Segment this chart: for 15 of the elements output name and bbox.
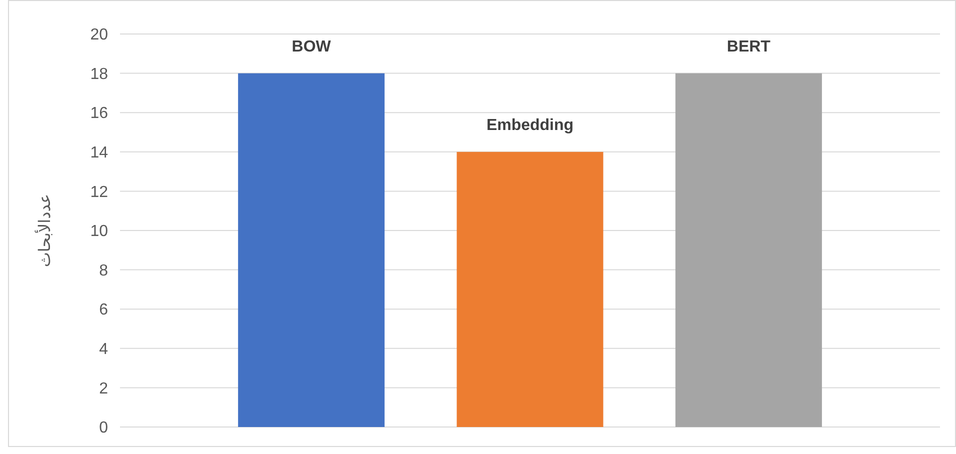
y-tick-label: 14 xyxy=(90,144,108,162)
y-tick-label: 18 xyxy=(90,66,108,83)
y-tick-label: 8 xyxy=(99,262,108,280)
y-axis-title: عددالأبحاث xyxy=(34,194,54,268)
y-tick-label: 12 xyxy=(90,184,108,201)
series-label: BERT xyxy=(726,38,771,56)
y-tick-label: 0 xyxy=(99,420,108,437)
y-tick-label: 4 xyxy=(99,341,108,358)
series-label: Embedding xyxy=(486,116,574,134)
series-label: BOW xyxy=(292,38,332,56)
y-tick-label: 20 xyxy=(90,26,108,44)
y-tick-label: 10 xyxy=(90,223,108,240)
y-tick-label: 16 xyxy=(90,105,108,122)
y-tick-label: 2 xyxy=(99,380,108,398)
y-tick-label: 6 xyxy=(99,302,108,319)
